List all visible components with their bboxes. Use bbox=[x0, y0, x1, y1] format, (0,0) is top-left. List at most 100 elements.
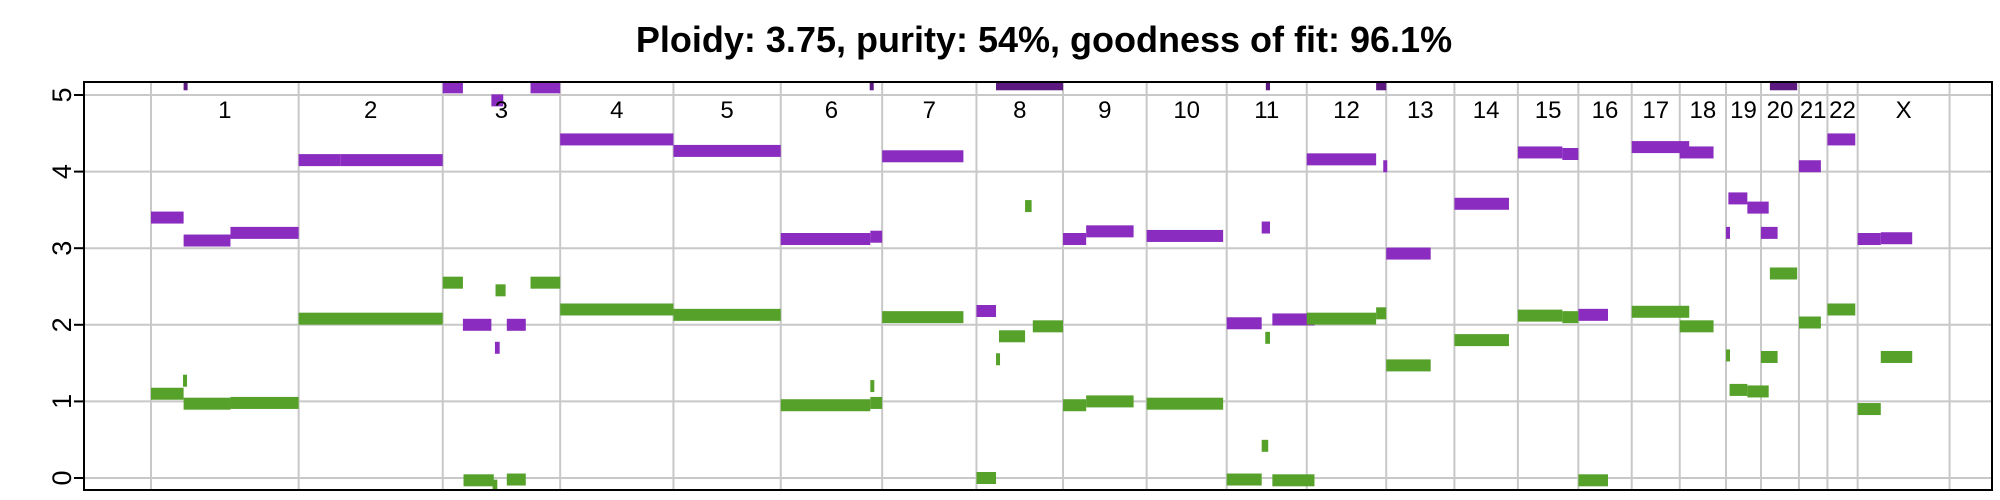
major-segment bbox=[1578, 308, 1609, 321]
chr-label-9: 9 bbox=[1098, 97, 1111, 124]
plot-frame bbox=[83, 81, 1993, 491]
major-segment bbox=[491, 94, 504, 107]
minor-segment bbox=[1578, 474, 1609, 487]
major-segment bbox=[1265, 82, 1270, 91]
minor-segment bbox=[1265, 331, 1270, 344]
major-segment bbox=[1726, 226, 1731, 239]
chr-label-13: 13 bbox=[1407, 97, 1434, 124]
minor-segment bbox=[442, 276, 463, 289]
chr-label-8: 8 bbox=[1013, 97, 1026, 124]
major-segment bbox=[462, 318, 492, 331]
ytick-label-1: 1 bbox=[47, 394, 77, 409]
chr-label-21: 21 bbox=[1800, 97, 1827, 124]
minor-segment bbox=[1032, 320, 1064, 333]
minor-segment bbox=[1272, 474, 1315, 487]
chr-label-X: X bbox=[1896, 97, 1912, 124]
major-segment bbox=[780, 233, 871, 246]
minor-segment bbox=[530, 276, 561, 289]
chr-label-20: 20 bbox=[1767, 97, 1794, 124]
major-segment bbox=[183, 82, 188, 91]
minor-segment bbox=[1726, 349, 1731, 362]
major-segment bbox=[996, 82, 1064, 91]
minor-segment bbox=[882, 311, 964, 324]
chr-label-14: 14 bbox=[1473, 97, 1500, 124]
ytick-label-4: 4 bbox=[47, 164, 77, 179]
minor-segment bbox=[1631, 305, 1690, 318]
minor-segment bbox=[1679, 320, 1714, 333]
major-segment bbox=[1747, 201, 1769, 214]
ytick-label-3: 3 bbox=[47, 241, 77, 256]
major-segment bbox=[1272, 313, 1315, 326]
chr-label-2: 2 bbox=[364, 97, 377, 124]
major-segment bbox=[1728, 192, 1748, 205]
major-segment bbox=[1679, 146, 1714, 159]
minor-segment bbox=[1226, 473, 1262, 486]
chr-label-10: 10 bbox=[1173, 97, 1200, 124]
minor-segment bbox=[996, 353, 1001, 366]
minor-segment bbox=[560, 303, 674, 316]
chr-label-11: 11 bbox=[1254, 97, 1279, 124]
chr-label-19: 19 bbox=[1730, 97, 1757, 124]
major-segment bbox=[1827, 133, 1856, 146]
major-segment bbox=[230, 226, 299, 239]
minor-segment bbox=[1386, 359, 1431, 372]
minor-segment bbox=[1760, 350, 1778, 363]
minor-segment bbox=[1729, 383, 1748, 396]
minor-segment bbox=[1261, 439, 1269, 452]
major-segment bbox=[1769, 82, 1798, 91]
minor-segment bbox=[151, 387, 184, 400]
minor-segment bbox=[1880, 350, 1913, 363]
chr-label-1: 1 bbox=[218, 97, 231, 124]
major-segment bbox=[1760, 226, 1778, 239]
minor-segment bbox=[1562, 311, 1579, 324]
chr-label-12: 12 bbox=[1333, 97, 1360, 124]
minor-segment bbox=[492, 479, 498, 490]
major-segment bbox=[1146, 229, 1224, 242]
major-segment bbox=[1226, 317, 1262, 330]
minor-segment bbox=[230, 396, 299, 409]
minor-segment bbox=[1376, 307, 1387, 320]
minor-segment bbox=[870, 396, 883, 409]
minor-segment bbox=[1086, 395, 1134, 408]
major-segment bbox=[1376, 82, 1387, 91]
minor-segment bbox=[1454, 334, 1509, 347]
major-segment bbox=[494, 341, 500, 354]
minor-segment bbox=[976, 472, 997, 484]
chr-label-7: 7 bbox=[923, 97, 936, 124]
minor-segment bbox=[998, 330, 1026, 343]
minor-segment bbox=[1798, 316, 1821, 329]
minor-segment bbox=[298, 312, 443, 325]
major-segment bbox=[1306, 153, 1377, 166]
major-segment bbox=[1086, 225, 1134, 238]
major-segment bbox=[1261, 221, 1270, 234]
major-segment bbox=[1631, 141, 1690, 154]
major-segment bbox=[442, 82, 463, 94]
minor-segment bbox=[1306, 312, 1377, 325]
minor-segment bbox=[1827, 303, 1856, 316]
minor-segment bbox=[1063, 399, 1087, 412]
minor-segment bbox=[463, 474, 494, 487]
major-segment bbox=[1517, 146, 1563, 159]
chromosome-labels: 1 2 3 4 5 6 7 8 9 10 11 12 13 14 15 16 17 18 19 20 21 22 X bbox=[218, 97, 1911, 124]
major-segment bbox=[1562, 147, 1579, 160]
chr-label-22: 22 bbox=[1829, 97, 1856, 124]
chr-label-6: 6 bbox=[825, 97, 838, 124]
major-segment bbox=[151, 211, 184, 224]
ytick-label-2: 2 bbox=[47, 317, 77, 332]
major-segment bbox=[560, 133, 674, 146]
major-segment bbox=[1880, 232, 1913, 245]
major-segment bbox=[1798, 160, 1821, 173]
minor-segment bbox=[1146, 397, 1224, 410]
minor-segment bbox=[1857, 403, 1881, 416]
major-segment bbox=[183, 234, 231, 247]
minor-segment bbox=[1769, 267, 1798, 280]
major-segment bbox=[1454, 197, 1509, 210]
major-segment bbox=[976, 305, 997, 318]
chr-label-4: 4 bbox=[610, 97, 623, 124]
minor-segment bbox=[870, 380, 875, 393]
y-axis: 0 1 2 3 4 5 bbox=[47, 87, 84, 486]
minor-segment bbox=[673, 308, 781, 321]
minor-segment bbox=[495, 284, 506, 297]
major-segment bbox=[506, 318, 526, 331]
